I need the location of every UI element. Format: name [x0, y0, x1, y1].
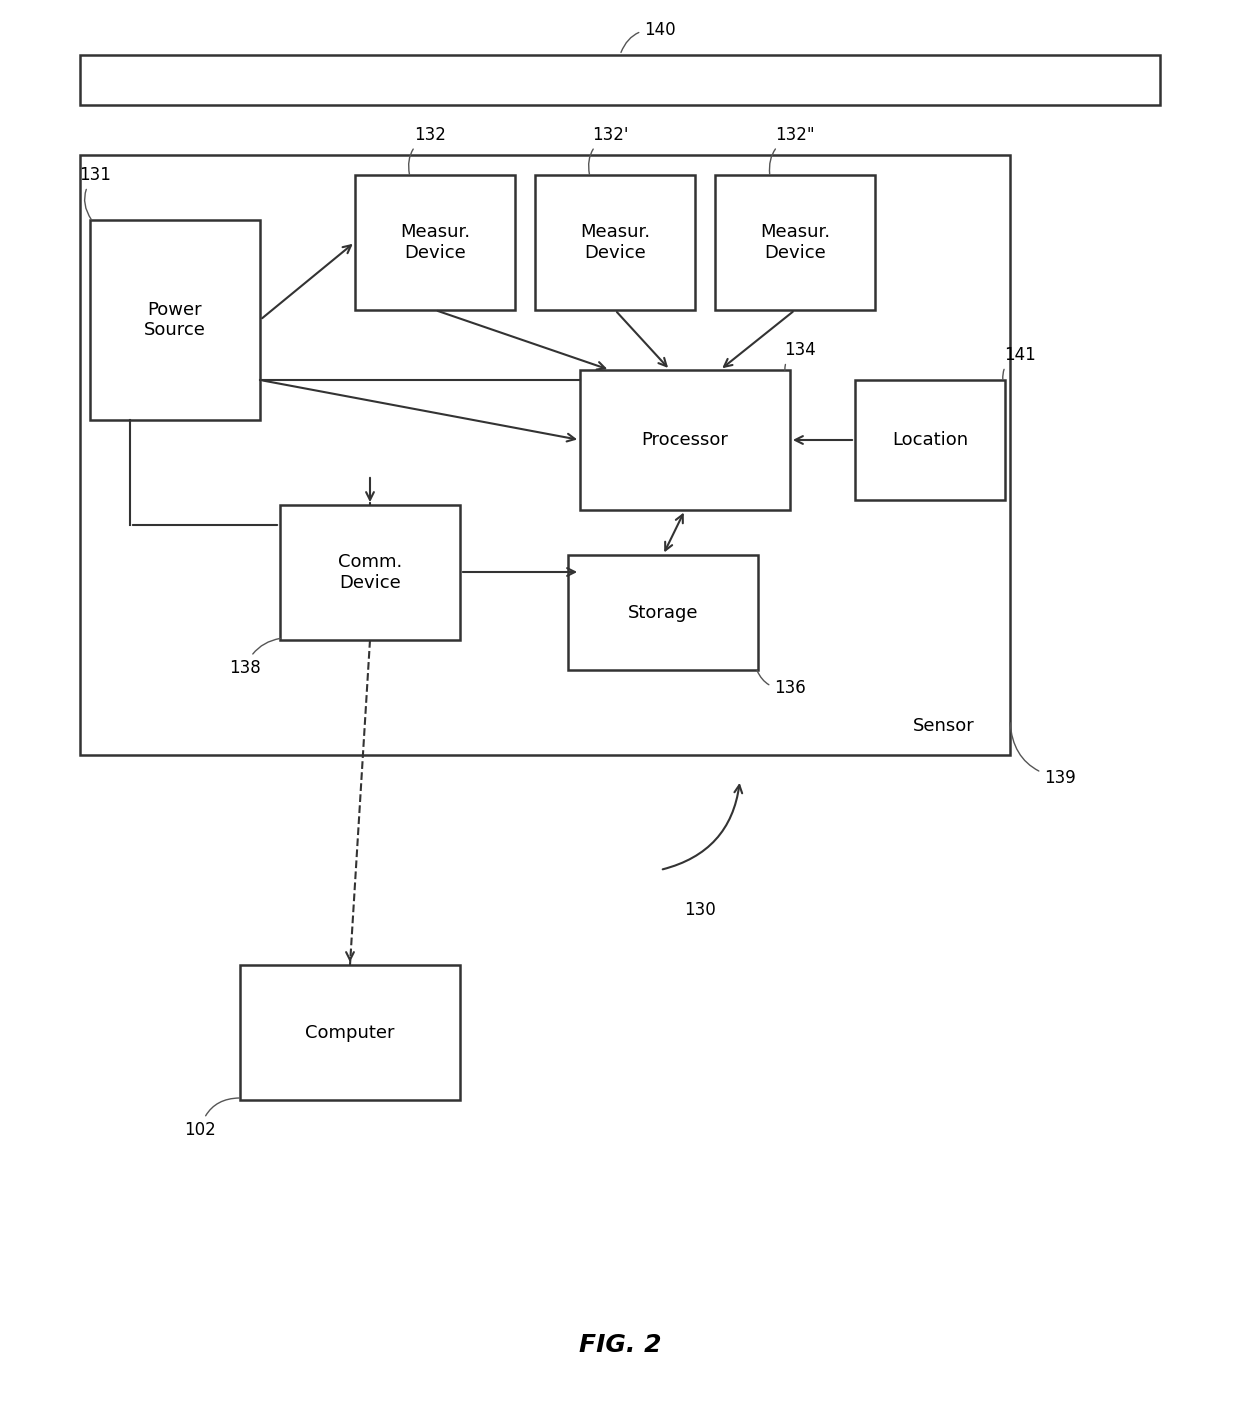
- Text: 139: 139: [1011, 723, 1076, 787]
- Text: 132: 132: [409, 126, 446, 174]
- Text: Comm.
Device: Comm. Device: [337, 553, 402, 592]
- Bar: [280, 505, 460, 640]
- Bar: [568, 556, 758, 671]
- Bar: [534, 175, 694, 310]
- Text: Measur.
Device: Measur. Device: [580, 223, 650, 262]
- Text: 134: 134: [784, 341, 816, 370]
- Text: Measur.
Device: Measur. Device: [401, 223, 470, 262]
- Bar: [856, 380, 1004, 499]
- Text: Measur.
Device: Measur. Device: [760, 223, 830, 262]
- Text: Location: Location: [892, 431, 968, 449]
- Text: 132": 132": [770, 126, 815, 174]
- Text: 141: 141: [1003, 347, 1035, 379]
- Text: Processor: Processor: [641, 431, 728, 449]
- Text: 131: 131: [79, 166, 110, 220]
- Text: Computer: Computer: [305, 1024, 394, 1041]
- Text: Storage: Storage: [627, 603, 698, 622]
- Text: Sensor: Sensor: [913, 717, 975, 735]
- Text: 132': 132': [589, 126, 629, 174]
- Bar: [715, 175, 875, 310]
- Text: Power
Source: Power Source: [144, 300, 206, 340]
- Text: 130: 130: [684, 901, 715, 919]
- Bar: [81, 55, 1159, 105]
- Bar: [91, 220, 260, 419]
- Bar: [81, 154, 1011, 755]
- Text: 140: 140: [621, 21, 676, 52]
- Text: 102: 102: [184, 1099, 239, 1139]
- Text: 136: 136: [758, 671, 806, 697]
- Text: FIG. 2: FIG. 2: [579, 1333, 661, 1357]
- Bar: [580, 370, 790, 511]
- Bar: [241, 965, 460, 1100]
- Text: 138: 138: [229, 638, 280, 678]
- Bar: [355, 175, 515, 310]
